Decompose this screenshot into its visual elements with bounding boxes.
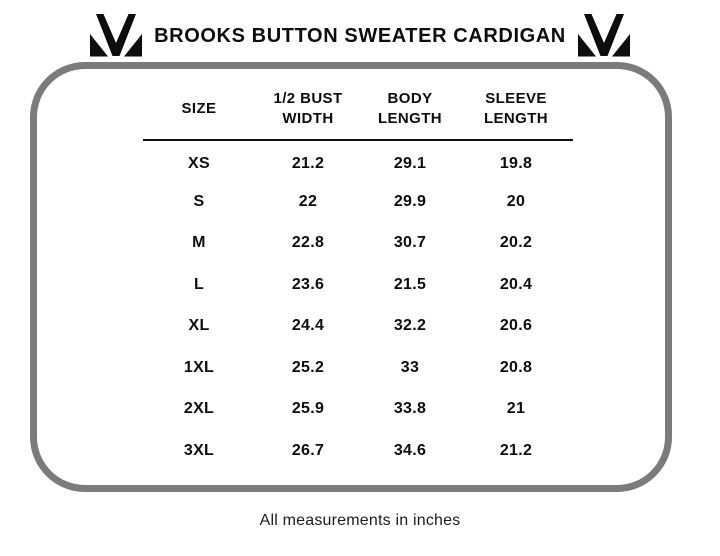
measurement-cell: 20 (506, 192, 526, 210)
header-row: SIZE 1/2 BUST WIDTH BODY LENGTH SLEEVE L… (143, 89, 573, 141)
measurement-cell: 25.9 (291, 400, 325, 418)
size-cell: 1XL (183, 358, 215, 376)
measurement-cell: 21.2 (291, 155, 325, 173)
header-line: SIZE (181, 100, 217, 118)
measurement-cell: 21.2 (499, 441, 533, 459)
measurement-cell: 21.5 (393, 275, 427, 293)
size-cell: 3XL (183, 441, 215, 459)
measurement-cell: 26.7 (291, 441, 325, 459)
measurement-cell: 23.6 (291, 275, 325, 293)
measurement-cell: 34.6 (393, 441, 427, 459)
measurement-cell: 29.9 (393, 192, 427, 210)
size-chart-body: XS 21.2 29.1 19.8 S 22 29.9 20 M 22.8 30.7 20.2 L 23.… (143, 140, 573, 472)
table-row: 1XL 25.2 33 20.8 (143, 347, 573, 389)
header-line: BODY (387, 90, 433, 107)
size-cell: S (193, 192, 205, 210)
table-row: M 22.8 30.7 20.2 (143, 223, 573, 265)
measurement-cell: 33 (400, 358, 420, 376)
column-header-half-bust-width: 1/2 BUST WIDTH (255, 89, 361, 141)
measurement-cell: 29.1 (393, 155, 427, 173)
measurement-cell: 24.4 (291, 317, 325, 335)
measurement-cell: 20.4 (499, 275, 533, 293)
header-line: WIDTH (282, 110, 334, 128)
measurement-cell: 22.8 (291, 234, 325, 252)
size-chart-panel: SIZE 1/2 BUST WIDTH BODY LENGTH SLEEVE L… (30, 62, 672, 492)
header-line: 1/2 BUST (273, 90, 343, 107)
size-cell: 2XL (183, 400, 215, 418)
table-row: S 22 29.9 20 (143, 181, 573, 223)
measurement-cell: 19.8 (499, 155, 533, 173)
measurement-cell: 20.6 (499, 317, 533, 335)
brand-m-logo-icon (576, 13, 632, 59)
page-title: BROOKS BUTTON SWEATER CARDIGAN (154, 24, 566, 47)
size-chart-header: SIZE 1/2 BUST WIDTH BODY LENGTH SLEEVE L… (143, 89, 573, 141)
table-row: XL 24.4 32.2 20.6 (143, 306, 573, 348)
column-header-size: SIZE (143, 89, 255, 141)
size-cell: M (192, 234, 206, 252)
title-bar: BROOKS BUTTON SWEATER CARDIGAN (0, 10, 720, 62)
header-line: SLEEVE (485, 90, 547, 107)
measurement-cell: 33.8 (393, 400, 427, 418)
measurement-cell: 25.2 (291, 358, 325, 376)
size-cell: XS (188, 155, 210, 173)
size-cell: XL (188, 317, 210, 335)
header-line: LENGTH (377, 110, 443, 128)
header-line: LENGTH (483, 110, 549, 128)
column-header-body-length: BODY LENGTH (361, 89, 459, 141)
table-row: XS 21.2 29.1 19.8 (143, 140, 573, 182)
measurement-cell: 20.2 (499, 234, 533, 252)
measurement-cell: 21 (506, 400, 526, 418)
measurement-cell: 20.8 (499, 358, 533, 376)
size-cell: L (193, 275, 205, 293)
measurement-cell: 30.7 (393, 234, 427, 252)
measurement-cell: 22 (298, 192, 318, 210)
size-chart-table: SIZE 1/2 BUST WIDTH BODY LENGTH SLEEVE L… (143, 89, 573, 472)
brand-m-logo-icon (88, 13, 144, 59)
measurement-cell: 32.2 (393, 317, 427, 335)
column-header-sleeve-length: SLEEVE LENGTH (459, 89, 573, 141)
table-row: L 23.6 21.5 20.4 (143, 264, 573, 306)
units-note: All measurements in inches (259, 512, 461, 529)
table-row: 3XL 26.7 34.6 21.2 (143, 430, 573, 472)
table-row: 2XL 25.9 33.8 21 (143, 389, 573, 431)
